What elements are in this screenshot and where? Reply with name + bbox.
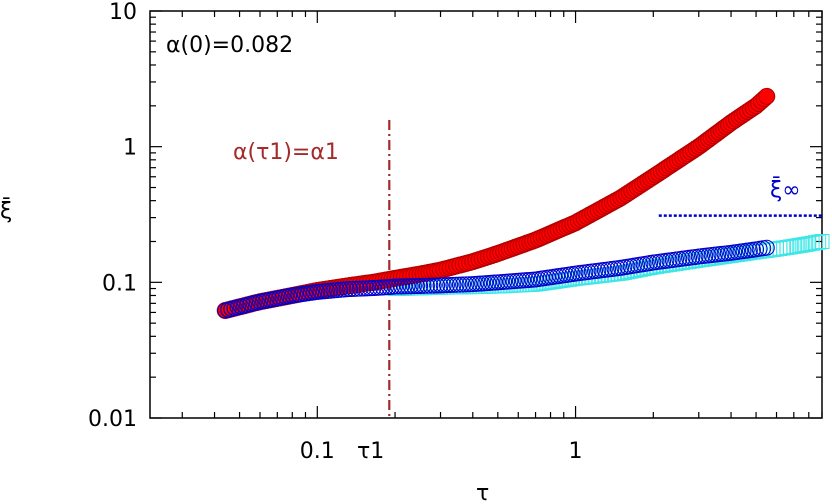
data-point-blue [405, 278, 422, 295]
data-point-cyan [811, 234, 827, 250]
series-open-circle [217, 239, 775, 319]
data-point-cyan [792, 237, 808, 253]
y-tick-label: 0.01 [88, 407, 137, 432]
annotation-alpha0: α(0)=0.082 [166, 33, 293, 58]
y-axis-label: ξ̄ [0, 198, 12, 224]
ticks: 0.1 1 0.01 0.1 1 10 [88, 0, 823, 464]
data-point-cyan [786, 238, 802, 254]
data-point-blue [461, 276, 478, 293]
annotation-alpha-tau1: α(τ1)=α1 [233, 140, 339, 165]
data-point-blue [362, 280, 379, 297]
x-tick-label: 0.1 [300, 439, 335, 464]
data-point-blue [352, 280, 369, 297]
data-point-blue [396, 278, 413, 295]
data-point-cyan [795, 237, 811, 253]
data-point-blue [387, 278, 404, 295]
data-point-blue [425, 277, 442, 294]
data-point-blue [422, 277, 439, 294]
data-point-blue [429, 277, 446, 294]
data-point-blue [408, 278, 425, 295]
data-point-blue [393, 278, 410, 295]
data-point-blue [338, 281, 355, 298]
data-point-blue [355, 280, 372, 297]
x-axis-label: τ [476, 481, 489, 504]
y-tick-label: 0.1 [102, 271, 137, 296]
data-point-blue [455, 276, 472, 293]
y-tick-label: 10 [109, 0, 137, 25]
data-point-blue [342, 281, 359, 298]
x-tick-label: 1 [569, 439, 583, 464]
data-point-blue [399, 278, 416, 295]
y-tick-label: 1 [123, 136, 137, 161]
data-point-blue [390, 278, 407, 295]
data-point-cyan [782, 239, 798, 255]
data-point-blue [435, 277, 452, 294]
data-point-cyan [798, 236, 814, 252]
data-point-blue [438, 277, 455, 294]
data-point-blue [442, 276, 459, 293]
series-layer [216, 87, 830, 319]
tau1-tick-label: τ1 [357, 439, 384, 464]
reference-lines [388, 120, 822, 418]
data-point-blue [348, 280, 365, 297]
data-point-red [758, 87, 776, 105]
data-point-cyan [814, 233, 830, 249]
data-point-cyan [789, 238, 805, 254]
data-point-blue [432, 277, 449, 294]
data-point-blue [448, 276, 465, 293]
data-point-blue [365, 280, 382, 297]
data-point-blue [458, 276, 475, 293]
data-point-blue [358, 280, 375, 297]
data-point-blue [418, 277, 435, 294]
data-point-blue [345, 280, 362, 297]
data-point-blue [758, 239, 775, 256]
data-point-blue [451, 276, 468, 293]
data-point-blue [445, 276, 462, 293]
data-point-blue [412, 277, 429, 294]
data-point-blue [415, 277, 432, 294]
data-point-blue [402, 278, 419, 295]
annotation-xi-inf: ξ̄∞ [770, 177, 801, 203]
plot-frame [149, 10, 823, 419]
